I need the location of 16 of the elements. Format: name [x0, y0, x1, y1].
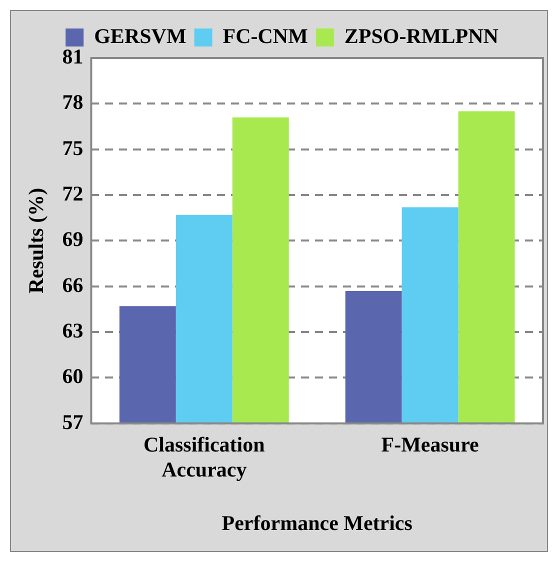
legend-label: FC-CNM [222, 24, 308, 48]
y-axis-title: Results (%) [24, 188, 48, 294]
y-tick-label: 60 [62, 364, 84, 388]
x-axis-title: Performance Metrics [222, 510, 412, 535]
x-tick-label: F-Measure [381, 432, 479, 456]
legend-label: GERSVM [94, 24, 186, 48]
y-tick-label: 72 [62, 181, 84, 206]
y-tick-label: 69 [62, 227, 84, 252]
x-tick-label: Classification Accuracy [143, 432, 266, 482]
legend-label: ZPSO-RMLPNN [344, 24, 498, 48]
y-tick-label: 78 [62, 90, 84, 114]
y-tick-label: 63 [62, 318, 84, 342]
y-tick-label: 57 [62, 410, 84, 434]
y-tick-label: 75 [62, 136, 84, 160]
y-tick-label: 81 [62, 44, 84, 68]
y-tick-label: 66 [62, 272, 84, 297]
